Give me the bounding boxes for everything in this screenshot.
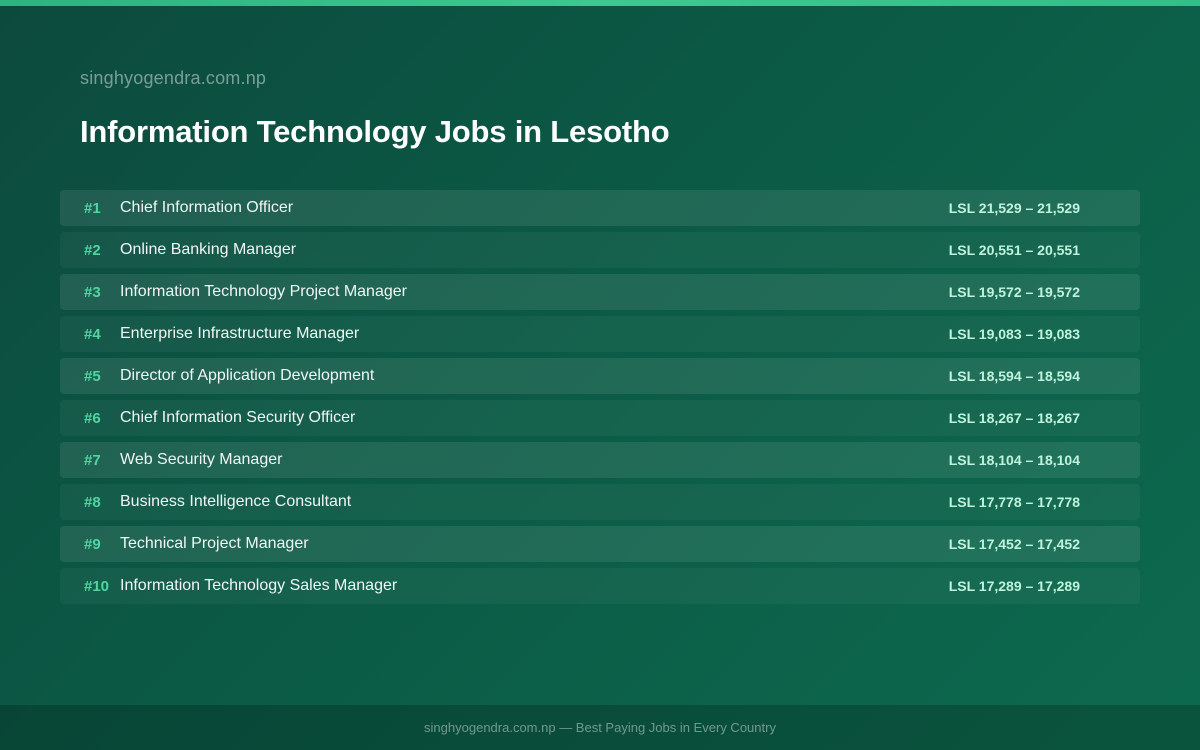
job-title: Technical Project Manager xyxy=(120,535,309,552)
job-salary: LSL 17,778 – 17,778 xyxy=(948,494,1080,510)
job-row: #6 Chief Information Security Officer LS… xyxy=(60,400,1140,436)
job-row: #2 Online Banking Manager LSL 20,551 – 2… xyxy=(60,232,1140,268)
job-salary: LSL 21,529 – 21,529 xyxy=(948,200,1080,216)
job-rank: #1 xyxy=(84,199,101,217)
job-salary: LSL 18,594 – 18,594 xyxy=(948,368,1080,384)
job-rank: #6 xyxy=(84,409,101,427)
job-salary: LSL 18,267 – 18,267 xyxy=(948,410,1080,426)
job-rank: #2 xyxy=(84,241,101,259)
job-row: #3 Information Technology Project Manage… xyxy=(60,274,1140,310)
job-salary: LSL 17,289 – 17,289 xyxy=(948,578,1080,594)
job-title: Enterprise Infrastructure Manager xyxy=(120,325,360,342)
job-row: #4 Enterprise Infrastructure Manager LSL… xyxy=(60,316,1140,352)
job-salary: LSL 18,104 – 18,104 xyxy=(948,452,1080,468)
job-list: #1 Chief Information Officer LSL 21,529 … xyxy=(60,190,1140,610)
job-rank: #4 xyxy=(84,325,101,343)
job-title: Chief Information Security Officer xyxy=(120,409,356,426)
job-title: Director of Application Development xyxy=(120,367,375,384)
job-row: #7 Web Security Manager LSL 18,104 – 18,… xyxy=(60,442,1140,478)
job-title: Chief Information Officer xyxy=(120,199,294,216)
job-row: #1 Chief Information Officer LSL 21,529 … xyxy=(60,190,1140,226)
job-row: #10 Information Technology Sales Manager… xyxy=(60,568,1140,604)
job-rank: #9 xyxy=(84,535,101,553)
top-accent-bar xyxy=(0,0,1200,6)
job-title: Business Intelligence Consultant xyxy=(120,493,352,510)
footer-text: singhyogendra.com.np — Best Paying Jobs … xyxy=(424,720,776,735)
footer: singhyogendra.com.np — Best Paying Jobs … xyxy=(0,705,1200,750)
page-title: Information Technology Jobs in Lesotho xyxy=(80,114,670,149)
job-rank: #5 xyxy=(84,367,101,385)
job-row: #5 Director of Application Development L… xyxy=(60,358,1140,394)
job-salary: LSL 20,551 – 20,551 xyxy=(948,242,1080,258)
job-rank: #8 xyxy=(84,493,101,511)
job-title: Online Banking Manager xyxy=(120,241,297,258)
job-rank: #3 xyxy=(84,283,101,301)
job-rank: #7 xyxy=(84,451,101,469)
job-title: Information Technology Sales Manager xyxy=(120,577,398,594)
job-row: #9 Technical Project Manager LSL 17,452 … xyxy=(60,526,1140,562)
site-name: singhyogendra.com.np xyxy=(80,68,267,88)
job-rank: #10 xyxy=(84,577,110,595)
job-row: #8 Business Intelligence Consultant LSL … xyxy=(60,484,1140,520)
job-title: Web Security Manager xyxy=(120,451,283,468)
job-salary: LSL 19,083 – 19,083 xyxy=(948,326,1080,342)
job-salary: LSL 17,452 – 17,452 xyxy=(948,536,1080,552)
job-title: Information Technology Project Manager xyxy=(120,283,407,300)
job-salary: LSL 19,572 – 19,572 xyxy=(948,284,1080,300)
